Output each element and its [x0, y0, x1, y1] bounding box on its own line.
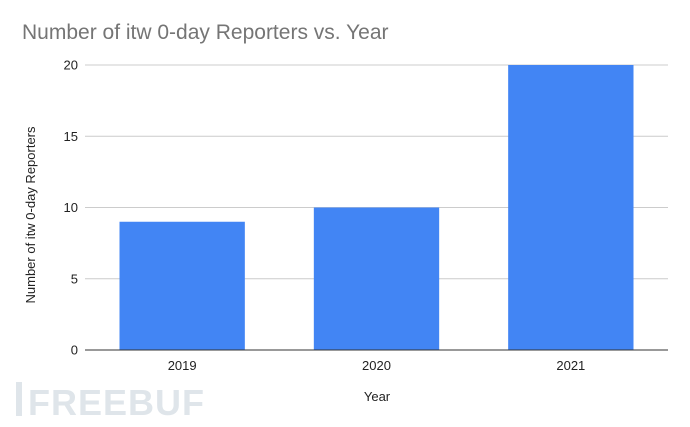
bar-2021: [508, 65, 634, 350]
x-axis-title: Year: [364, 389, 391, 404]
y-tick-label: 0: [71, 343, 78, 358]
y-axis-tick-labels: 0 5 10 15 20: [64, 58, 78, 358]
y-tick-label: 20: [64, 58, 78, 73]
x-axis-tick-labels: 2019 2020 2021: [168, 358, 586, 373]
x-tick-label: 2021: [556, 358, 585, 373]
y-tick-label: 10: [64, 200, 78, 215]
watermark-logo: FREEBUF: [16, 382, 205, 423]
y-axis-title: Number of itw 0-day Reporters: [23, 126, 38, 304]
chart-title: Number of itw 0-day Reporters vs. Year: [22, 21, 389, 44]
y-tick-label: 5: [71, 271, 78, 286]
bar-2020: [313, 207, 440, 350]
y-tick-label: 15: [64, 129, 78, 144]
x-tick-label: 2020: [362, 358, 391, 373]
watermark-bar: [16, 382, 22, 416]
bar-2019: [119, 221, 245, 350]
bars: [119, 65, 634, 350]
watermark-text: FREEBUF: [28, 382, 205, 423]
x-tick-label: 2019: [168, 358, 197, 373]
